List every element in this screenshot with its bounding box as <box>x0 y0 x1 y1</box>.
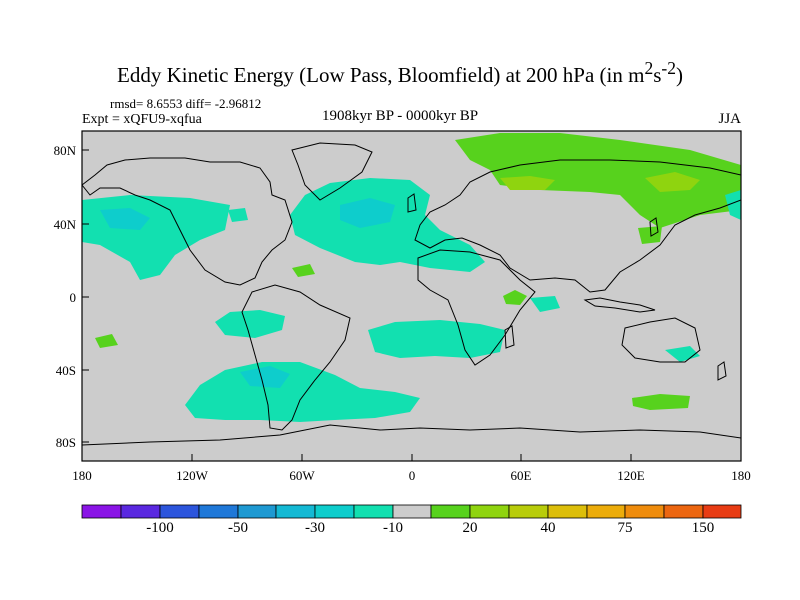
stats-text: rmsd= 8.6553 diff= -2.96812 <box>110 96 262 111</box>
colorbar-box-16 <box>663 504 704 519</box>
colorbar-box-5 <box>237 504 277 519</box>
colorbar-label-3: -30 <box>305 520 325 536</box>
anomaly-tropical-pacific <box>215 310 285 338</box>
lon-label-120e: 120E <box>617 468 645 483</box>
plot-title: Eddy Kinetic Energy (Low Pass, Bloomfiel… <box>117 58 683 87</box>
anomaly-north-atlantic-core <box>340 198 395 228</box>
anomaly-east-pacific <box>95 334 118 348</box>
colorbar-box-12 <box>508 504 549 519</box>
lon-label-180e: 180 <box>731 468 751 483</box>
anomaly-mid-atlantic <box>368 320 505 358</box>
anomaly-arctic-siberia <box>455 133 741 228</box>
anomaly-northeast-asia-core <box>645 172 700 192</box>
anomaly-south-pacific <box>632 394 690 410</box>
anomaly-southern-ocean-core <box>240 366 290 388</box>
coast-madagascar <box>504 325 515 349</box>
colorbar-box-1 <box>81 504 122 519</box>
lon-label-0: 0 <box>408 468 416 483</box>
coast-greenland <box>291 142 373 201</box>
colorbar-box-3 <box>159 504 200 519</box>
field-shading <box>82 133 741 422</box>
coast-new-zealand <box>717 361 727 381</box>
colorbar-box-10 <box>430 504 471 519</box>
colorbar <box>81 504 742 519</box>
colorbar-label-5: 20 <box>462 520 478 536</box>
anomaly-australia <box>665 346 700 362</box>
colorbar-label-6: 40 <box>540 520 556 536</box>
lon-label-60e: 60E <box>510 468 532 483</box>
anomaly-east-africa <box>503 290 527 305</box>
coast-indonesia <box>583 297 656 313</box>
colorbar-box-9 <box>392 504 432 519</box>
coastlines <box>82 142 741 446</box>
colorbar-box-8 <box>353 504 394 519</box>
lat-label-0: 0 <box>69 290 77 305</box>
colorbar-box-17 <box>702 504 742 519</box>
colorbar-label-1: -100 <box>146 520 174 536</box>
colorbar-box-6 <box>275 504 316 519</box>
period-label: 1908kyr BP - 0000kyr BP <box>321 108 479 124</box>
colorbar-box-11 <box>469 504 510 519</box>
colorbar-box-7 <box>314 504 355 519</box>
anomaly-siberia-core <box>500 176 555 190</box>
lon-label-180w: 180 <box>72 468 92 483</box>
coast-north-america <box>82 157 293 286</box>
anomaly-mid-pacific <box>228 208 248 222</box>
colorbar-label-4: -10 <box>383 520 403 536</box>
experiment-label: Expt = xQFU9-xqfua <box>82 112 202 127</box>
coast-antarctica <box>82 424 741 446</box>
lat-label-80s: 80S <box>55 435 76 450</box>
colorbar-label-7: 75 <box>617 520 633 536</box>
colorbar-box-13 <box>547 504 588 519</box>
anomaly-bering <box>725 190 741 220</box>
coast-africa <box>417 249 536 366</box>
anomaly-japan <box>638 226 662 244</box>
lat-label-40n: 40N <box>53 217 76 232</box>
colorbar-box-4 <box>198 504 239 519</box>
coast-britain <box>407 193 417 213</box>
lat-label-80n: 80N <box>53 143 76 158</box>
lon-label-60w: 60W <box>289 468 315 483</box>
colorbar-label-2: -50 <box>228 520 248 536</box>
lon-label-120w: 120W <box>176 468 208 483</box>
coast-australia <box>621 317 701 363</box>
anomaly-north-pacific-core <box>100 208 150 230</box>
coast-eurasia <box>414 159 741 293</box>
map-ticks <box>81 149 742 461</box>
coast-japan <box>649 217 659 237</box>
coast-south-america <box>241 284 351 431</box>
lat-label-40s: 40S <box>55 363 76 378</box>
colorbar-label-8: 150 <box>691 520 715 536</box>
season-label: JJA <box>718 111 741 127</box>
anomaly-north-atlantic <box>290 178 485 272</box>
colorbar-box-2 <box>120 504 161 519</box>
colorbar-box-15 <box>624 504 665 519</box>
anomaly-gulf-small <box>292 264 315 277</box>
colorbar-box-14 <box>586 504 626 519</box>
anomaly-indian-ocean <box>530 296 560 312</box>
